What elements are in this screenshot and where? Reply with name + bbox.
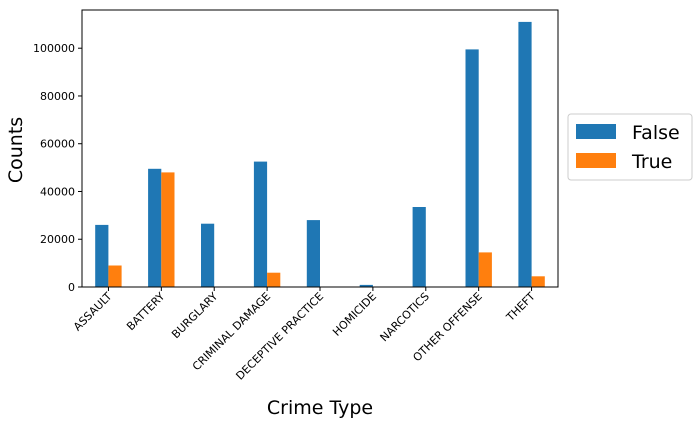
- bars-layer: [95, 21, 545, 288]
- x-tick-label: NARCOTICS: [378, 290, 432, 344]
- bar-true-battery: [161, 172, 175, 287]
- bar-false-deceptive-practice: [306, 220, 320, 287]
- legend-swatch-true: [576, 153, 616, 168]
- bar-false-other-offense: [465, 49, 479, 288]
- legend: False True: [567, 113, 693, 181]
- bar-true-other-offense: [478, 252, 492, 287]
- y-tick-label: 20000: [40, 233, 75, 246]
- bar-false-burglary: [201, 223, 215, 287]
- x-tick-label: ASSAULT: [71, 290, 115, 334]
- bar-false-homicide: [359, 284, 373, 287]
- bar-false-narcotics: [412, 207, 426, 287]
- y-tick-label: 40000: [40, 185, 75, 198]
- bar-true-theft: [531, 276, 545, 287]
- y-axis: 0 20000 40000 60000 80000 100000: [33, 42, 82, 294]
- x-tick-label: BURGLARY: [169, 290, 220, 341]
- bar-true-assault: [108, 265, 122, 287]
- legend-swatch-false: [576, 124, 616, 139]
- bar-true-criminal-damage: [267, 272, 281, 287]
- legend-label-true: True: [631, 151, 672, 173]
- y-tick-label: 80000: [40, 90, 75, 103]
- x-tick-label: THEFT: [503, 290, 538, 325]
- bar-false-theft: [518, 21, 532, 288]
- x-tick-label: BATTERY: [124, 290, 167, 333]
- y-axis-label: Counts: [5, 117, 27, 183]
- x-tick-label: HOMICIDE: [330, 290, 379, 339]
- bar-false-criminal-damage: [253, 161, 268, 287]
- bar-false-assault: [95, 224, 109, 287]
- x-axis-label: Crime Type: [267, 397, 373, 419]
- legend-label-false: False: [632, 122, 680, 144]
- bar-false-battery: [148, 168, 162, 287]
- y-tick-label: 0: [68, 281, 75, 294]
- x-tick-label: DECEPTIVE PRACTICE: [233, 290, 326, 383]
- y-tick-label: 100000: [33, 42, 75, 55]
- y-tick-label: 60000: [40, 138, 75, 151]
